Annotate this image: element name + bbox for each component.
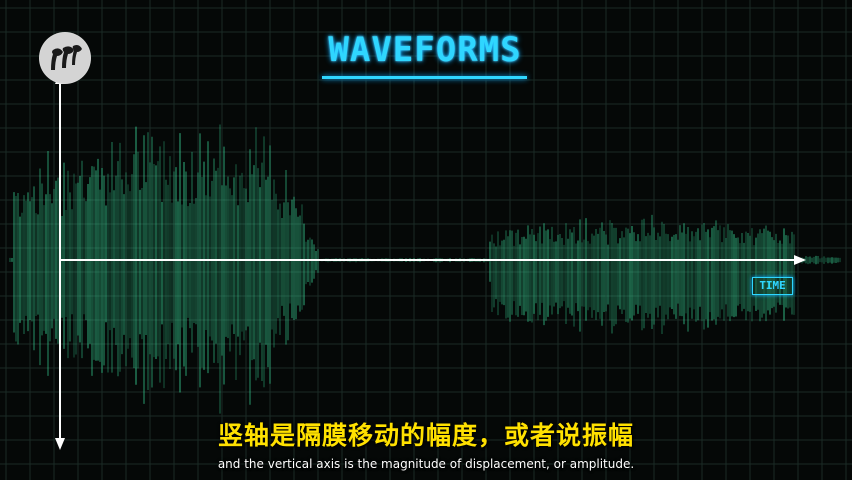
pbs-logo-icon	[39, 32, 91, 84]
time-axis-label: TIME	[752, 277, 793, 295]
vertical-axis-arrow-down	[55, 438, 65, 450]
time-axis-arrow	[794, 255, 806, 265]
subtitle-english: and the vertical axis is the magnitude o…	[217, 457, 635, 471]
subtitle-chinese: 竖轴是隔膜移动的幅度，或者说振幅	[217, 421, 634, 450]
page-title: WAVEFORMS	[328, 30, 522, 70]
title-underline	[322, 76, 527, 79]
